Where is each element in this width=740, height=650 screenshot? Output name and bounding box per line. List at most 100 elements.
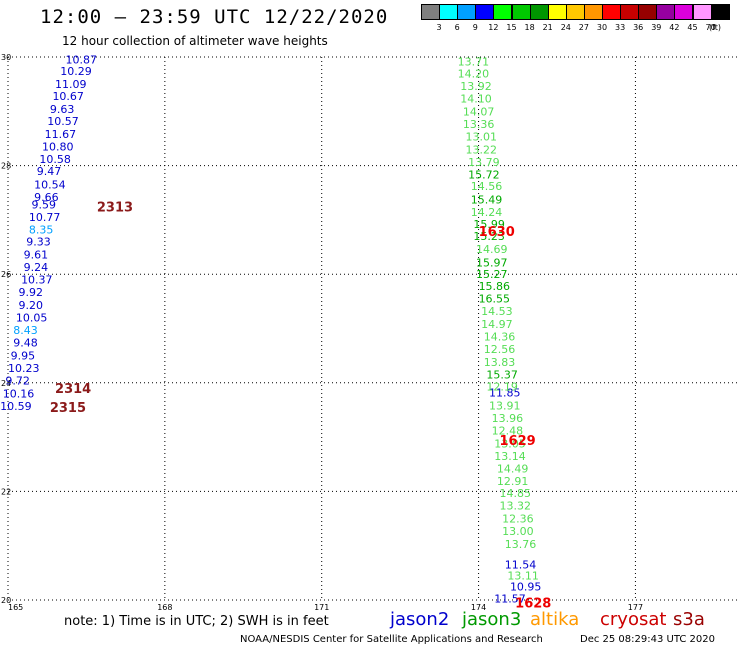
data-point-jason3: 14.07: [463, 105, 495, 118]
colorbar-unit: (ft): [709, 23, 722, 32]
colorbar-label: 39: [651, 23, 662, 32]
colorbar-label: 18: [524, 23, 535, 32]
x-tick-label: 177: [628, 603, 643, 612]
colorbar-label: 12: [488, 23, 499, 32]
data-point-jason2: 9.72: [5, 375, 30, 388]
data-point-jason2: 9.63: [50, 103, 74, 116]
data-point-jason3: 15.97: [476, 256, 508, 269]
colorbar-label: 33: [615, 23, 626, 32]
data-point-jason3: 13.83: [484, 356, 516, 369]
track-label: 2314: [55, 382, 91, 397]
track-label: 2313: [97, 200, 133, 215]
data-point-jason2: 11.57: [494, 592, 526, 605]
x-tick-label: 165: [8, 603, 23, 612]
data-point-jason3: 13.36: [463, 118, 495, 131]
data-point-jason3: 15.37: [486, 369, 518, 382]
colorbar-label: 42: [669, 23, 680, 32]
data-point-jason2: 10.54: [34, 179, 65, 192]
data-point-jason2: 9.20: [18, 299, 43, 312]
data-point-jason3: 14.85: [499, 487, 531, 500]
track-label: 1630: [479, 225, 515, 240]
data-point-jason2: 11.67: [45, 128, 77, 141]
data-point-jason2: 8.35: [29, 224, 53, 237]
data-point-jason2: 9.33: [26, 236, 51, 249]
data-point-jason3: 15.99: [473, 218, 505, 231]
data-point-jason3: 13.96: [492, 412, 523, 425]
data-point-jason3: 13.79: [468, 156, 500, 169]
data-point-jason2: 10.80: [42, 141, 74, 154]
data-point-jason3: 14.10: [460, 92, 492, 105]
data-point-jason2: 9.66: [34, 191, 59, 204]
colorbar-label: 6: [454, 23, 460, 32]
data-point-jason3: 13.32: [499, 500, 531, 513]
mission-altika: altika: [530, 609, 580, 630]
data-point-jason3: 13.22: [466, 143, 498, 156]
mission-jason2: jason2: [390, 609, 450, 630]
data-point-jason3: 14.56: [471, 180, 503, 193]
data-point-jason2: 10.16: [3, 388, 34, 401]
data-point-jason2: 10.77: [29, 211, 60, 224]
data-point-jason2: 10.87: [66, 54, 98, 67]
track-label: 1629: [499, 434, 535, 449]
data-point-jason3: 13.91: [489, 400, 521, 413]
colorbar-label: 15: [506, 23, 517, 32]
data-point-jason2: 9.59: [32, 199, 57, 212]
data-point-jason3: 14.20: [458, 67, 490, 80]
data-point-jason2: 10.58: [39, 153, 71, 166]
data-point-jason2: 11.54: [505, 559, 537, 572]
data-point-jason3: 13.14: [494, 450, 526, 463]
data-point-jason3: 15.86: [479, 280, 511, 293]
data-point-jason3: 15.27: [476, 268, 508, 281]
data-point-jason3: 12.36: [502, 513, 533, 526]
data-point-jason2: 8.43: [13, 324, 37, 337]
colorbar-label: 45: [687, 23, 698, 32]
x-tick-label: 168: [157, 603, 172, 612]
data-point-jason3: 12.19: [486, 381, 518, 394]
data-point-jason2: 10.59: [0, 400, 32, 413]
data-point-jason2: 9.61: [24, 249, 49, 262]
colorbar-label: 21: [542, 23, 553, 32]
data-point-jason2: 9.48: [13, 337, 37, 350]
color-legend: 3 6 9 12 15 18 21 24 27 30 33 36 39 42 45 70: [421, 4, 730, 32]
data-point-jason2: 11.09: [55, 78, 87, 91]
data-point-jason3: 13.05: [494, 438, 526, 451]
y-tick-label: 22: [1, 487, 11, 496]
mission-jason3: jason3: [462, 609, 522, 630]
data-point-jason2: 9.24: [24, 261, 49, 274]
data-point-jason2: 10.23: [8, 362, 40, 375]
colorbar-label: 9: [472, 23, 478, 32]
data-point-jason3: 15.72: [468, 168, 500, 181]
data-point-jason3: 13.92: [460, 80, 492, 93]
data-point-jason2: 11.85: [489, 387, 521, 400]
generation-timestamp: Dec 25 08:29:43 UTC 2020: [580, 634, 715, 645]
colorbar-swatch: [710, 4, 730, 20]
data-point-jason2: 9.92: [18, 286, 43, 299]
y-tick-label: 20: [1, 596, 11, 605]
chart-subtitle: 12 hour collection of altimeter wave hei…: [62, 34, 328, 48]
data-point-jason2: 9.47: [37, 165, 62, 178]
track-label: 2315: [50, 401, 86, 416]
y-tick-label: 30: [1, 53, 11, 62]
mission-cryosat: cryosat: [600, 609, 667, 630]
y-tick-label: 24: [1, 379, 11, 388]
data-point-jason3: 13.00: [502, 525, 533, 538]
data-point-jason3: 14.97: [481, 318, 512, 331]
data-point-jason2: 10.29: [60, 65, 92, 78]
credit-text: NOAA/NESDIS Center for Satellite Applica…: [240, 634, 543, 645]
data-point-jason3: 13.11: [507, 570, 539, 583]
data-point-jason3: 14.53: [481, 305, 512, 318]
y-tick-label: 26: [1, 270, 11, 279]
data-point-jason3: 13.71: [458, 55, 490, 68]
colorbar-label: 70: [705, 23, 716, 32]
data-point-jason3: 12.91: [497, 475, 529, 488]
data-point-jason3: 15.49: [471, 193, 503, 206]
colorbar-label: 30: [596, 23, 608, 32]
x-tick-label: 174: [471, 603, 486, 612]
data-point-jason2: 10.95: [510, 580, 542, 593]
colorbar-label: 24: [560, 23, 571, 32]
data-point-jason3: 12.48: [492, 425, 523, 438]
data-point-jason2: 10.57: [47, 115, 79, 128]
data-point-jason3: 15.23: [473, 230, 505, 243]
data-point-jason3: 16.55: [479, 293, 511, 306]
data-point-jason3: 13.01: [466, 130, 498, 143]
